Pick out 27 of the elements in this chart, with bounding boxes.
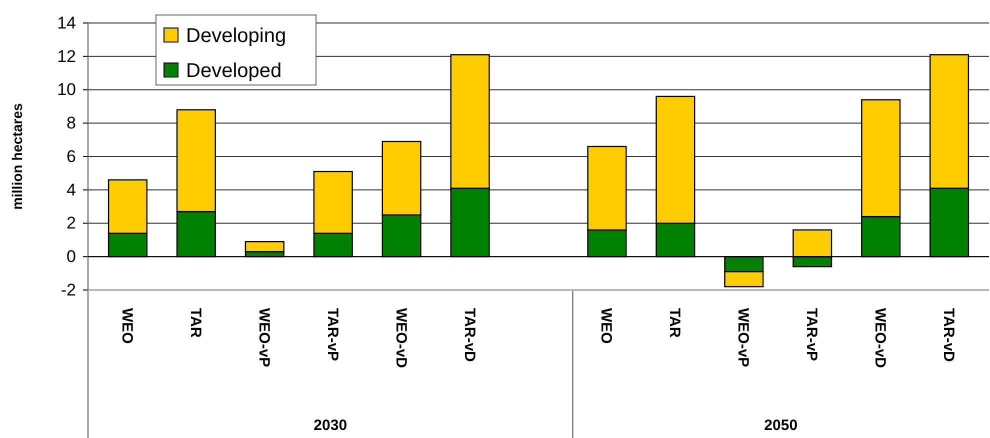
x-tick-label: WEO-vP [734,308,752,368]
bar [244,241,284,252]
x-tick-label: TAR-vP [324,308,341,362]
x-tick-label: TAR-vD [940,308,958,362]
x-tick-label: TAR [186,308,204,338]
x-tick-label: WEO-vD [872,308,889,368]
x-tick-label: TAR-vP [803,308,820,362]
y-tick-label: 10 [57,80,76,100]
text: 2030 [314,417,348,434]
y-tick-label: -2 [60,280,76,300]
legend-label: Developing [186,25,286,47]
text: 2050 [764,417,798,434]
y-axis-title: million hectares [9,102,25,210]
y-tick-label: 6 [66,146,76,166]
y-tick-label: 2 [66,214,76,233]
y-tick-label: 0 [66,247,76,266]
y-tick-label: 12 [57,46,76,66]
x-tick-label: TAR [666,308,684,338]
y-tick-label: 4 [66,180,76,200]
x-tick-label: WEO-vD [392,308,410,368]
x-tick-label: WEO [118,308,136,344]
x-tick-label: WEO [598,308,615,344]
y-tick-label: 14 [57,13,76,32]
x-tick-label: WEO-vP [255,308,272,368]
y-tick-label: 8 [66,114,76,133]
x-tick-label: TAR-vD [460,308,478,362]
legend-label: Developed [186,60,282,82]
